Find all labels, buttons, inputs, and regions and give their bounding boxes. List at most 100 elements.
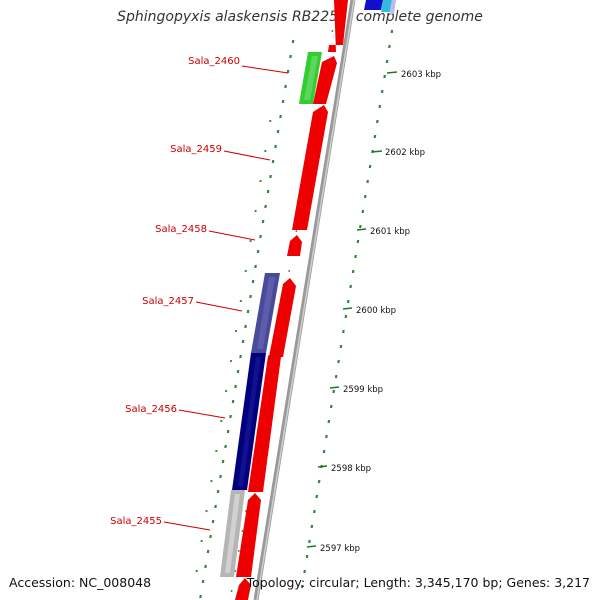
backbone-track	[253, 0, 356, 600]
gc-track-dot	[221, 459, 225, 464]
gc-track-dot	[289, 54, 292, 59]
svg-text:2598 kbp: 2598 kbp	[331, 464, 371, 474]
gene-label-sala-2456[interactable]: Sala_2456	[125, 404, 226, 419]
gc-track-dot	[334, 374, 338, 379]
gc-track-dot	[363, 194, 367, 199]
gc-track-dot	[256, 249, 260, 254]
feature-arrow-6[interactable]	[236, 493, 261, 577]
accession-text: Accession: NC_008048	[9, 575, 152, 590]
gc-track-dot	[313, 509, 316, 514]
gc-track-dot	[388, 44, 391, 49]
svg-text:Sala_2456: Sala_2456	[125, 404, 177, 415]
gc-track-dot	[373, 134, 377, 139]
gc-track-dot	[354, 254, 357, 259]
gc-track-dot	[276, 129, 280, 134]
gc-track-dot	[346, 299, 350, 304]
feature-sala-2460[interactable]	[299, 52, 322, 104]
tick-2602-kbp: 2602 kbp	[371, 148, 425, 158]
gc-track-dot	[244, 324, 247, 329]
gc-track-dot	[344, 314, 348, 319]
gc-track-dot	[337, 359, 340, 364]
gc-track-dot	[281, 99, 285, 104]
gc-track-dot	[251, 279, 255, 284]
feature-sala-2457[interactable]	[251, 273, 280, 353]
svg-text:2599 kbp: 2599 kbp	[343, 385, 383, 395]
gc-track-dot	[209, 534, 212, 539]
gc-track-dot	[383, 74, 386, 79]
gc-track-dot	[239, 354, 242, 359]
gc-skew-track	[195, 29, 394, 599]
svg-text:2600 kbp: 2600 kbp	[356, 306, 396, 316]
feature-arrow-4[interactable]	[269, 278, 296, 357]
gc-track-dot	[305, 554, 309, 559]
gc-track-dot	[241, 339, 245, 344]
gc-track-dot	[234, 384, 237, 389]
gc-track-dot	[261, 219, 265, 224]
feature-arrow-5[interactable]	[248, 349, 281, 492]
gc-track-dot	[224, 444, 227, 449]
svg-text:2602 kbp: 2602 kbp	[385, 148, 425, 158]
gc-track-dot	[322, 449, 326, 454]
svg-text:2603 kbp: 2603 kbp	[401, 70, 441, 80]
gc-track-dot	[249, 294, 252, 299]
gc-track-dot	[310, 524, 314, 529]
gc-track-dot	[317, 479, 321, 484]
gc-track-dot	[279, 114, 282, 119]
gc-track-dot	[349, 284, 352, 289]
feature-top-blue[interactable]	[364, 0, 396, 14]
gc-track-dot	[366, 179, 369, 184]
gc-track-dot	[211, 519, 215, 524]
svg-text:Sala_2457: Sala_2457	[142, 296, 194, 307]
gc-track-dot	[308, 539, 311, 544]
gc-track-dot	[325, 434, 328, 439]
tick-2603-kbp: 2603 kbp	[386, 70, 441, 80]
feature-arrow-3[interactable]	[287, 235, 302, 256]
gc-track-dot	[271, 159, 275, 164]
svg-text:Sala_2458: Sala_2458	[155, 224, 207, 235]
gc-track-dot	[284, 84, 287, 89]
gc-track-dot	[269, 174, 272, 179]
svg-text:2601 kbp: 2601 kbp	[370, 227, 410, 237]
gc-track-dot	[359, 224, 362, 229]
gc-track-dot	[204, 564, 207, 569]
tick-2597-kbp: 2597 kbp	[306, 544, 360, 554]
position-ruler: 2603 kbp 2602 kbp 2601 kbp 2600 kbp 2599…	[306, 70, 441, 554]
tick-2598-kbp: 2598 kbp	[317, 464, 371, 474]
gc-track-dot	[226, 429, 230, 434]
gc-track-dot	[219, 474, 222, 479]
svg-text:Sala_2460: Sala_2460	[188, 56, 240, 67]
gc-track-dot	[378, 104, 382, 109]
gc-track-dot	[231, 399, 235, 404]
gc-track-dot	[361, 209, 365, 214]
gc-track-dot	[351, 269, 355, 274]
gc-track-dot	[368, 164, 372, 169]
gc-track-dot	[236, 369, 240, 374]
gc-track-dot	[300, 584, 304, 589]
feature-arrow-7[interactable]	[235, 578, 251, 600]
gc-track-dot	[315, 494, 319, 499]
feature-sala-2456[interactable]	[232, 353, 266, 490]
gc-track-dot	[385, 59, 389, 64]
gene-label-sala-2460[interactable]: Sala_2460	[188, 56, 289, 74]
gc-track-dot	[254, 264, 257, 269]
gene-label-sala-2458[interactable]: Sala_2458	[155, 224, 256, 241]
gc-track-dot	[259, 234, 262, 239]
gc-track-dot	[327, 419, 331, 424]
feature-arrow-2[interactable]	[292, 105, 328, 230]
svg-text:Sala_2459: Sala_2459	[170, 144, 222, 155]
gc-track-dot	[201, 579, 205, 584]
gc-track-dot	[214, 504, 217, 509]
feature-top-red[interactable]	[328, 0, 348, 52]
svg-text:2597 kbp: 2597 kbp	[320, 544, 360, 554]
gene-label-sala-2459[interactable]: Sala_2459	[170, 144, 271, 161]
svg-text:Sala_2455: Sala_2455	[110, 516, 162, 527]
gene-label-sala-2455[interactable]: Sala_2455	[110, 516, 211, 531]
gc-track-dot	[264, 204, 267, 209]
gc-track-dot	[246, 309, 250, 314]
gene-label-sala-2457[interactable]: Sala_2457	[142, 296, 243, 312]
gc-track-dot	[274, 144, 277, 149]
feature-sala-2455[interactable]	[220, 490, 245, 577]
feature-arrow-1[interactable]	[313, 56, 337, 104]
